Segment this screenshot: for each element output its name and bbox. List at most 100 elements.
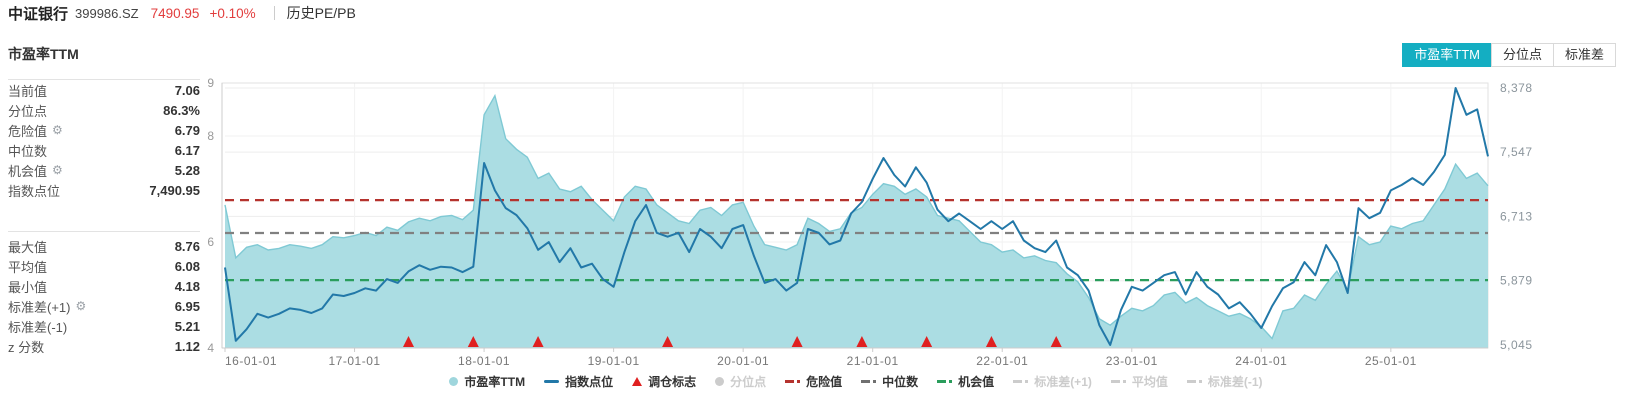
legend-label: 调仓标志 — [648, 375, 697, 389]
legend-label: 危险值 — [806, 375, 843, 389]
stat-label: 指数点位 — [8, 183, 61, 199]
metric-tabs: 市盈率TTM 分位点 标准差 — [1402, 43, 1616, 67]
legend-item-市盈率TTM[interactable]: 市盈率TTM — [449, 373, 525, 390]
left-axis-label: 6 — [207, 235, 214, 249]
stat-row-最大值: 最大值 8.76 — [8, 236, 200, 256]
dashdot-marker-icon — [1013, 380, 1029, 383]
stat-label: 中位数 — [8, 143, 48, 159]
index-name: 中证银行 — [8, 5, 69, 23]
circle-marker-icon — [449, 377, 459, 386]
legend-item-危险值[interactable]: 危险值 — [785, 373, 842, 390]
left-axis-label: 4 — [207, 341, 214, 355]
stat-row-危险值: 危险值 ⚙ 6.79 — [8, 120, 200, 140]
rebalance-marker — [467, 336, 479, 347]
right-axis-label: 6,713 — [1500, 209, 1533, 223]
stat-label: 标准差(+1) — [8, 299, 71, 315]
stat-value: 5.21 — [174, 318, 200, 334]
header-divider — [273, 6, 275, 20]
legend-item-指数点位[interactable]: 指数点位 — [544, 373, 613, 390]
stat-value: 6.79 — [174, 122, 200, 138]
stat-value: 6.17 — [174, 142, 200, 158]
stat-row-机会值: 机会值 ⚙ 5.28 — [8, 160, 200, 180]
history-pe-pb-label: 历史PE/PB — [286, 5, 356, 21]
tab-stddev[interactable]: 标准差 — [1552, 43, 1616, 67]
legend-label: 标准差(-1) — [1207, 375, 1263, 389]
dashdot-marker-icon — [937, 380, 953, 383]
stat-value: 8.76 — [174, 238, 200, 254]
tab-pe-ttm[interactable]: 市盈率TTM — [1402, 43, 1492, 67]
gear-icon[interactable]: ⚙ — [52, 123, 63, 137]
circle-marker-icon — [715, 377, 725, 386]
rebalance-marker — [1050, 336, 1062, 347]
stat-label: 危险值 — [8, 123, 48, 139]
legend-label: 指数点位 — [565, 375, 614, 389]
stat-value: 5.28 — [174, 162, 200, 178]
x-axis-label: 22-01-01 — [976, 354, 1028, 368]
legend-item-标准差(+1)[interactable]: 标准差(+1) — [1013, 373, 1092, 390]
stat-row-最小值: 最小值 4.18 — [8, 276, 200, 296]
triangle-marker-icon — [632, 377, 643, 386]
stat-value: 7,490.95 — [149, 182, 200, 198]
legend-item-分位点[interactable]: 分位点 — [715, 373, 766, 390]
rebalance-markers — [403, 336, 1062, 347]
tab-percentile[interactable]: 分位点 — [1490, 43, 1554, 67]
legend-label: 中位数 — [882, 375, 919, 389]
rebalance-marker — [791, 336, 803, 347]
divider — [8, 231, 200, 232]
x-axis-label: 21-01-01 — [847, 354, 899, 368]
x-axis-label: 16-01-01 — [225, 354, 277, 368]
right-axis-label: 5,045 — [1500, 338, 1533, 352]
stats-bottom-group: 最大值 8.76 平均值 6.08 最小值 4.18 标准差(+1) ⚙ 6.95 标准差(-1)… — [8, 236, 200, 356]
gear-icon[interactable]: ⚙ — [52, 163, 63, 177]
x-axis-label: 20-01-01 — [717, 354, 769, 368]
rebalance-marker — [856, 336, 868, 347]
stat-value: 86.3% — [163, 102, 200, 118]
stat-value: 6.95 — [174, 298, 200, 314]
rebalance-marker — [662, 336, 674, 347]
stat-row-中位数: 中位数 6.17 — [8, 140, 200, 160]
stat-value: 6.08 — [174, 258, 200, 274]
stats-panel: 市盈率TTM 当前值 7.06 分位点 86.3% 危险值 ⚙ 6.79 中位数 6.17 机会值… — [8, 44, 200, 356]
legend-item-机会值[interactable]: 机会值 — [937, 373, 994, 390]
stat-label: 标准差(-1) — [8, 319, 68, 335]
chart-legend: 市盈率TTM 指数点位 调仓标志 分位点 危险值 中位数 机会值 标准差(+1) 平均值 标准差(… — [222, 373, 1490, 390]
index-code: 399986.SZ — [75, 5, 139, 21]
rebalance-marker — [403, 336, 415, 347]
index-change: +0.10% — [209, 5, 256, 21]
gear-icon[interactable]: ⚙ — [75, 299, 87, 313]
stat-label: 最小值 — [8, 279, 48, 295]
legend-label: 分位点 — [730, 375, 767, 389]
legend-label: 机会值 — [958, 375, 995, 389]
stats-top-group: 当前值 7.06 分位点 86.3% 危险值 ⚙ 6.79 中位数 6.17 机会值 ⚙ 5.28 指数… — [8, 80, 200, 200]
axes: 9 8 6 4 8,378 7,547 6,713 5,879 5,045 16-01-01 17-… — [207, 76, 1532, 368]
dashdot-marker-icon — [1110, 380, 1126, 383]
legend-label: 平均值 — [1131, 375, 1168, 389]
rebalance-marker — [532, 336, 544, 347]
index-price: 7490.95 — [150, 5, 200, 21]
right-axis-label: 8,378 — [1500, 81, 1533, 95]
pe-ttm-area-edge — [224, 93, 1489, 340]
stat-row-分位点: 分位点 86.3% — [8, 100, 200, 120]
rebalance-marker — [985, 336, 997, 347]
header-bar: 中证银行 399986.SZ 7490.95 +0.10% 历史PE/PB — [0, 0, 1625, 26]
stat-label: 分位点 — [8, 103, 48, 119]
stat-row-当前值: 当前值 7.06 — [8, 80, 200, 100]
pe-ttm-area-series — [225, 95, 1488, 348]
stat-value: 4.18 — [174, 278, 200, 294]
left-axis-label: 9 — [207, 76, 214, 90]
legend-item-中位数[interactable]: 中位数 — [861, 373, 918, 390]
x-axis-label: 18-01-01 — [458, 354, 510, 368]
legend-item-调仓标志[interactable]: 调仓标志 — [632, 373, 696, 390]
x-axis-label: 25-01-01 — [1365, 354, 1417, 368]
panel-title: 市盈率TTM — [8, 46, 79, 62]
x-axis-label: 19-01-01 — [588, 354, 640, 368]
legend-item-平均值[interactable]: 平均值 — [1110, 373, 1168, 390]
stat-label: 机会值 — [8, 163, 48, 179]
stat-label: 平均值 — [8, 259, 48, 275]
stat-row-指数点位: 指数点位 7,490.95 — [8, 180, 200, 200]
stat-row-平均值: 平均值 6.08 — [8, 256, 200, 276]
stat-row-标准差(+1): 标准差(+1) ⚙ 6.95 — [8, 296, 200, 316]
legend-item-标准差(-1)[interactable]: 标准差(-1) — [1186, 373, 1263, 390]
stat-label: 当前值 — [8, 83, 48, 99]
